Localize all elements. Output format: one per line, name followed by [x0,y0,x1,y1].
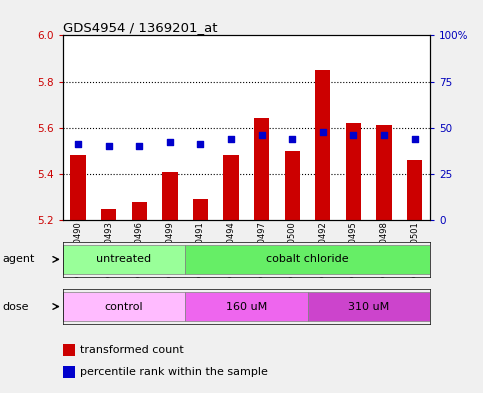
Bar [376,125,392,220]
Point [74,141,82,147]
Point [319,129,327,136]
Point [411,136,418,142]
Text: 160 uM: 160 uM [226,301,267,312]
Bar [346,123,361,220]
Bar [185,244,430,274]
Point [166,138,174,145]
Bar [131,202,147,220]
Point [258,132,266,138]
Point [105,143,113,149]
Bar [63,344,75,356]
Text: transformed count: transformed count [80,345,184,355]
Text: untreated: untreated [97,254,152,264]
Bar [101,209,116,220]
Text: agent: agent [2,254,35,264]
Bar [63,366,75,378]
Bar [63,244,185,274]
Text: dose: dose [2,301,29,312]
Point [227,136,235,142]
Bar [315,70,330,220]
Text: control: control [105,301,143,312]
Point [380,132,388,138]
Point [197,141,204,147]
Bar [254,119,270,220]
Bar [223,156,239,220]
Text: 310 uM: 310 uM [348,301,389,312]
Bar [193,199,208,220]
Bar [71,156,86,220]
Bar [162,172,177,220]
Text: GDS4954 / 1369201_at: GDS4954 / 1369201_at [63,21,217,34]
Bar [407,160,422,220]
Bar [185,292,308,321]
Bar [284,151,300,220]
Text: cobalt chloride: cobalt chloride [266,254,349,264]
Point [135,143,143,149]
Point [288,136,296,142]
Point [350,132,357,138]
Bar [308,292,430,321]
Bar [63,292,185,321]
Text: percentile rank within the sample: percentile rank within the sample [80,367,268,377]
